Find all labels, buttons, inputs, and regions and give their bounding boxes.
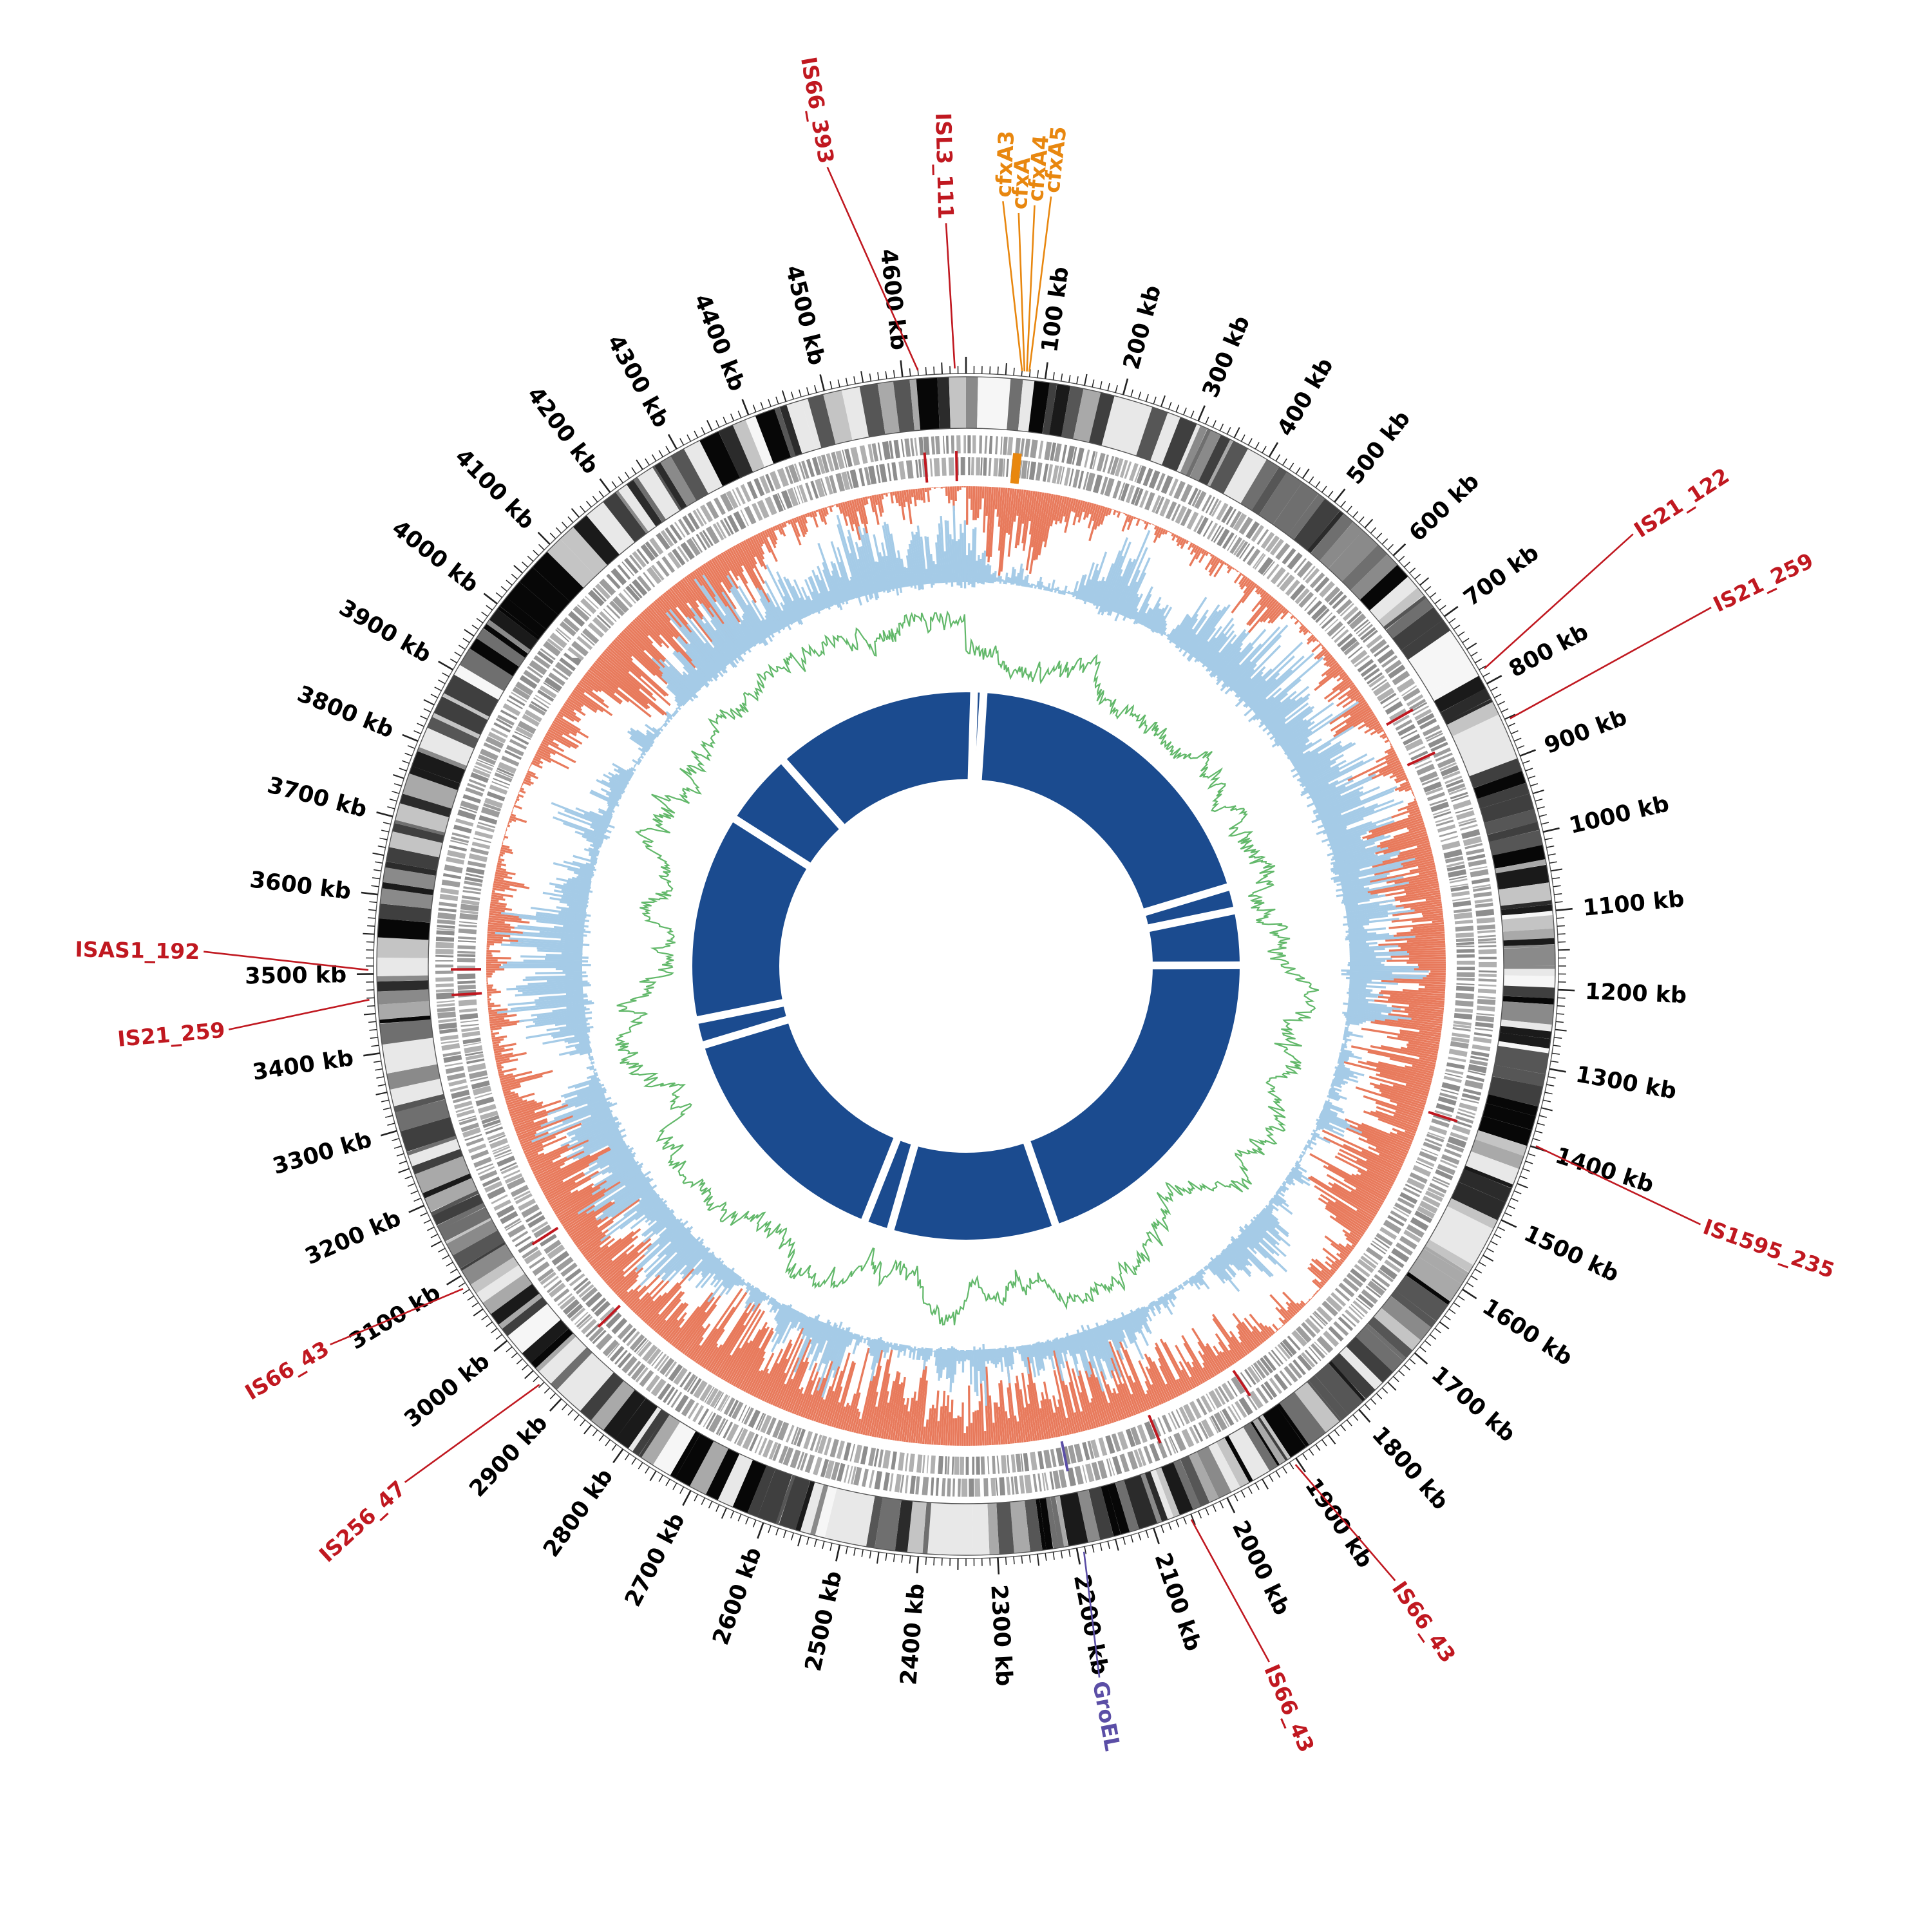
annotation-leader-IS66_43 <box>1190 1519 1271 1663</box>
annotation-leader-IS66_43 <box>1294 1464 1396 1582</box>
annotation-leader-cfxA5 <box>1028 196 1052 372</box>
annotation-leader-IS21_122 <box>1484 533 1634 670</box>
annotation-label-ISAS1_192: ISAS1_192 <box>75 936 200 964</box>
histogram-orange <box>486 486 1446 1446</box>
gc-content-ring <box>376 376 1556 1556</box>
genes-forward-ring <box>435 435 1497 1497</box>
genes-reverse-ring <box>457 457 1475 1475</box>
annotation-leader-IS1595_235 <box>1535 1145 1701 1226</box>
axis-tick-label: 2300 kb <box>985 1584 1016 1687</box>
axis-tick-label: 3500 kb <box>245 962 346 989</box>
annotation-leader-GroEL <box>1083 1551 1101 1678</box>
annotation-leader-IS21_259 <box>228 999 370 1030</box>
annotation-label-cfxA: cfxA <box>1007 156 1036 211</box>
inner-solid-ring <box>692 690 1242 1240</box>
annotation-leader-IS66_43 <box>330 1288 464 1345</box>
annotation-leader-ISL3_111 <box>945 223 956 369</box>
annotation-leader-IS66_393 <box>826 166 919 371</box>
annotation-label-cfxA3: cfxA3 <box>990 130 1019 198</box>
line-green <box>615 610 1320 1326</box>
annotation-leader-IS21_259 <box>1510 607 1712 719</box>
annotation-leader-cfxA3 <box>1002 201 1023 372</box>
annotation-label-cfxA4: cfxA4 <box>1023 134 1054 203</box>
annotation-label-ISL3_111: ISL3_111 <box>931 113 958 220</box>
annotation-leader-cfxA4 <box>1026 205 1036 372</box>
annotation-leader-cfxA <box>1018 213 1026 372</box>
annotation-leader-IS256_47 <box>404 1383 540 1483</box>
annotation-leader-ISAS1_192 <box>204 951 369 971</box>
axis-ticks <box>357 357 1575 1575</box>
histogram-blue <box>495 506 1429 1406</box>
axis-tick-label: 1200 kb <box>1584 979 1687 1009</box>
